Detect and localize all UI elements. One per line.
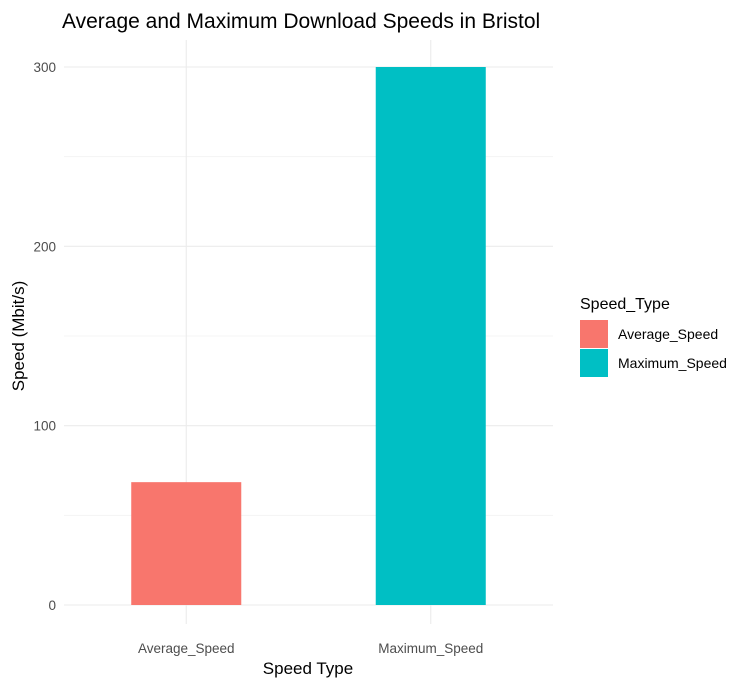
x-tick-label: Maximum_Speed [378, 641, 483, 656]
y-tick-label: 200 [33, 239, 56, 254]
x-tick-label: Average_Speed [138, 641, 235, 656]
legend-label: Average_Speed [618, 326, 718, 342]
y-tick-label: 100 [33, 419, 56, 434]
x-axis-ticks: Average_Speed Maximum_Speed [138, 641, 483, 656]
legend: Speed_Type Average_Speed Maximum_Speed [580, 296, 727, 377]
legend-key [580, 320, 608, 348]
bars [131, 67, 486, 605]
y-tick-label: 0 [48, 598, 56, 613]
legend-title: Speed_Type [580, 296, 670, 313]
y-axis-title: Speed (Mbit/s) [9, 281, 28, 392]
y-axis-ticks: 0 100 200 300 [33, 60, 56, 613]
legend-label: Maximum_Speed [618, 355, 727, 371]
legend-key [580, 349, 608, 377]
bar-average-speed [131, 482, 242, 605]
bar-maximum-speed [375, 67, 486, 605]
y-tick-label: 300 [33, 60, 56, 75]
x-axis-title: Speed Type [263, 659, 353, 678]
chart-title: Average and Maximum Download Speeds in B… [62, 10, 540, 33]
